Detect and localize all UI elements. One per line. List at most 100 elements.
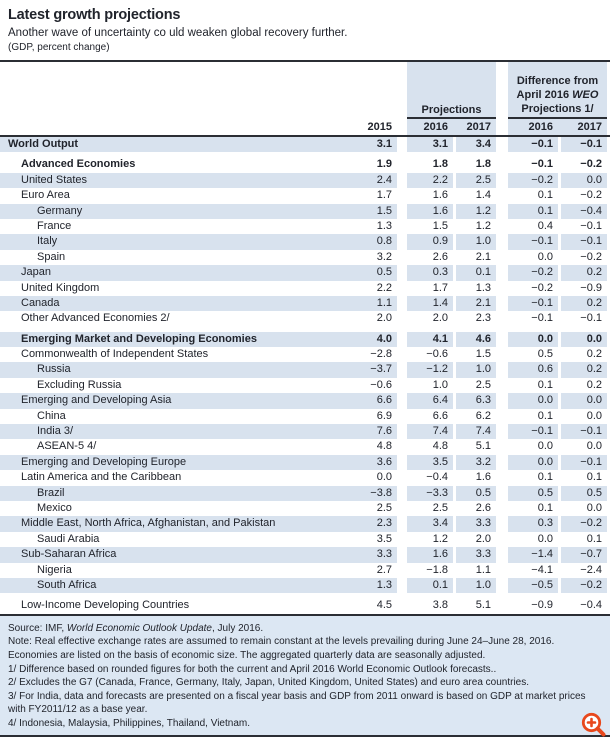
table-row: Emerging and Developing Asia 6.6 6.4 6.3…	[0, 393, 610, 409]
table-row: Sub-Saharan Africa 3.3 1.6 3.3 −1.4 −0.7	[0, 547, 610, 563]
column-gutter	[496, 486, 508, 501]
column-gutter	[496, 501, 508, 516]
difference-label-line1: Difference from	[516, 75, 599, 87]
column-gutter	[496, 62, 508, 119]
value-cell: 0.0	[586, 440, 602, 453]
column-gutter	[496, 296, 508, 311]
difference-group-header: Difference from April 2016 WEO Projectio…	[508, 62, 607, 119]
column-gutter	[397, 204, 407, 219]
column-gutter	[496, 347, 508, 362]
table-row: United States 2.4 2.2 2.5 −0.2 0.0	[0, 172, 610, 189]
column-gutter	[496, 378, 508, 393]
value-cell: −0.1	[580, 312, 602, 325]
row-label: Excluding Russia	[37, 378, 122, 391]
column-gutter	[397, 119, 407, 135]
zoom-in-icon[interactable]	[580, 711, 608, 739]
value-cell: −0.9	[580, 281, 602, 294]
table-row: Latin America and the Caribbean 0.0 −0.4…	[0, 470, 610, 485]
table-bottom-rule	[0, 613, 610, 616]
table-row: ASEAN-5 4/ 4.8 4.8 5.1 0.0 0.0	[0, 439, 610, 454]
value-cell: −0.4	[426, 471, 448, 484]
footnote-4: 4/ Indonesia, Malaysia, Philippines, Tha…	[8, 717, 250, 729]
table-row: Italy 0.8 0.9 1.0 −0.1 −0.1	[0, 234, 610, 250]
value-cell: −3.8	[347, 485, 397, 501]
table-body: World Output 3.1 3.1 3.4 −0.1 −0.1 Advan…	[0, 137, 610, 614]
value-cell: −0.2	[580, 189, 602, 202]
column-gutter	[397, 332, 407, 347]
table-row: Germany 1.5 1.6 1.2 0.1 −0.4	[0, 203, 610, 219]
column-gutter	[496, 311, 508, 326]
value-cell: 3.3	[456, 547, 496, 563]
value-cell: −0.4	[580, 599, 602, 612]
value-cell: 0.4	[537, 219, 553, 232]
row-label: Euro Area	[21, 189, 70, 202]
row-label: Italy	[0, 234, 347, 250]
value-cell: −0.2	[508, 265, 558, 281]
column-gutter	[496, 234, 508, 249]
value-cell: 0.1	[586, 471, 602, 484]
table-row: South Africa 1.3 0.1 1.0 −0.5 −0.2	[0, 577, 610, 594]
value-cell: −0.1	[531, 312, 553, 325]
value-cell: 2.5	[432, 501, 448, 514]
value-cell: 2.5	[456, 172, 496, 189]
value-cell: 2.3	[347, 516, 397, 532]
footnote-3: 3/ For India, data and forecasts are pre…	[8, 690, 586, 716]
value-cell: 1.5	[347, 203, 397, 219]
value-cell: 6.6	[347, 393, 397, 409]
value-cell: −3.3	[407, 485, 453, 501]
value-cell: 0.1	[537, 501, 553, 514]
value-cell: 0.1	[508, 203, 558, 219]
value-cell: −0.1	[531, 158, 553, 171]
column-group-header-row: Projections Difference from April 2016 W…	[0, 62, 610, 119]
column-gutter	[496, 547, 508, 562]
value-cell: −0.9	[531, 599, 553, 612]
value-cell: 0.0	[561, 172, 607, 189]
row-label: Other Advanced Economies 2/	[21, 312, 170, 325]
column-gutter	[397, 188, 407, 203]
value-cell: −0.1	[508, 295, 558, 312]
value-cell: 2.1	[456, 295, 496, 312]
row-label: Japan	[0, 265, 347, 281]
row-label: France	[37, 219, 72, 232]
value-cell: 2.4	[347, 172, 397, 189]
row-label: World Output	[0, 137, 347, 153]
value-cell: −0.6	[426, 348, 448, 361]
table-row: Middle East, North Africa, Afghanistan, …	[0, 516, 610, 532]
value-cell: 0.0	[537, 440, 553, 453]
value-cell: −1.2	[407, 362, 453, 378]
value-cell: 0.0	[508, 393, 558, 409]
column-gutter	[397, 62, 407, 119]
row-label: United Kingdom	[21, 281, 100, 294]
title-block: Latest growth projections Another wave o…	[0, 0, 610, 54]
table-row: Spain 3.2 2.6 2.1 0.0 −0.2	[0, 250, 610, 265]
column-gutter	[397, 516, 407, 531]
value-cell: 0.5	[537, 348, 553, 361]
value-cell: 1.6	[432, 189, 448, 202]
value-cell: 2.0	[475, 532, 491, 545]
zoom-in-glyph	[581, 712, 606, 737]
table-row: Low-Income Developing Countries 4.5 3.8 …	[0, 598, 610, 613]
value-cell: 3.1	[407, 137, 453, 153]
column-gutter	[397, 265, 407, 280]
value-cell: −2.4	[580, 563, 602, 576]
value-cell: −0.2	[561, 577, 607, 594]
value-cell: 2.6	[432, 250, 448, 263]
value-cell: 1.3	[475, 281, 491, 294]
difference-label-line3: Projections 1/	[521, 103, 594, 115]
value-cell: 1.9	[376, 158, 392, 171]
value-cell: 0.1	[407, 577, 453, 594]
value-cell: 7.6	[347, 424, 397, 440]
table-row: United Kingdom 2.2 1.7 1.3 −0.2 −0.9	[0, 281, 610, 296]
value-cell: 1.2	[456, 203, 496, 219]
spacer-cell	[347, 62, 397, 119]
spacer-cell	[0, 62, 347, 119]
value-cell: 6.9	[376, 409, 392, 422]
difference-label-line2: April 2016 WEO	[516, 89, 599, 101]
value-cell: 1.3	[347, 577, 397, 594]
value-cell: 0.2	[561, 265, 607, 281]
column-gutter	[496, 188, 508, 203]
footnotes: Source: IMF, World Economic Outlook Upda…	[0, 615, 610, 735]
value-cell: −0.1	[508, 137, 558, 153]
column-gutter	[397, 409, 407, 424]
value-cell: 1.1	[347, 295, 397, 312]
